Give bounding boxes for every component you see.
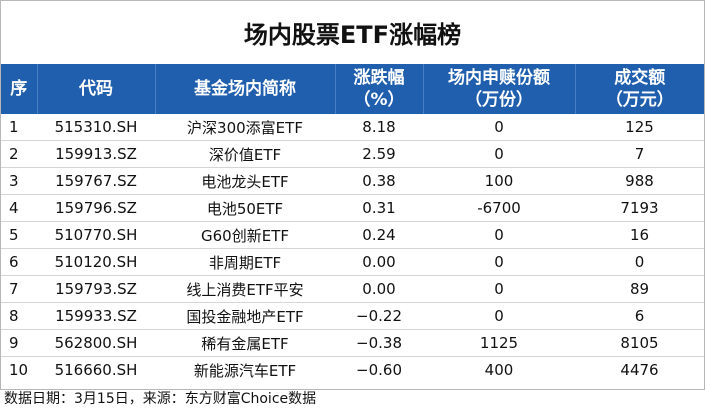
cell-amount: 988: [575, 167, 704, 195]
cell-amount: 0: [575, 248, 704, 276]
cell-amount: 7: [575, 140, 704, 168]
cell-name: 非周期ETF: [155, 248, 335, 276]
table-row: 3 159767.SZ 电池龙头ETF 0.38 100 988: [1, 167, 704, 195]
cell-redeem: 0: [423, 140, 575, 168]
cell-name: 电池50ETF: [155, 194, 335, 222]
cell-name: 国投金融地产ETF: [155, 302, 335, 330]
cell-name: G60创新ETF: [155, 221, 335, 249]
cell-seq: 6: [1, 248, 37, 276]
header-seq: 序: [1, 64, 38, 114]
table-row: 4 159796.SZ 电池50ETF 0.31 -6700 7193: [1, 194, 704, 222]
table-row: 1 515310.SH 沪深300添富ETF 8.18 0 125: [1, 114, 704, 141]
cell-change: −0.60: [356, 361, 402, 379]
footer-source: 数据日期：3月15日，来源：东方财富Choice数据: [4, 391, 317, 407]
table-row: 5 510770.SH G60创新ETF 0.24 0 16: [1, 221, 704, 249]
header-code: 代码: [37, 64, 156, 114]
cell-seq: 4: [1, 194, 37, 222]
cell-redeem: 100: [423, 167, 575, 195]
cell-code: 159796.SZ: [37, 194, 155, 222]
table-row: 6 510120.SH 非周期ETF 0.00 0 0: [1, 248, 704, 276]
table-row: 9 562800.SH 稀有金属ETF −0.38 1125 8105: [1, 329, 704, 357]
table-header-row: 序 代码 基金场内简称 涨跌幅 （%） 场内申赎份额 （万份） 成交额 （万元）: [1, 64, 704, 114]
cell-code: 159793.SZ: [37, 275, 155, 303]
table-row: 10 516660.SH 新能源汽车ETF −0.60 400 4476: [1, 357, 704, 384]
cell-redeem: 0: [423, 221, 575, 249]
table-row: 2 159913.SZ 深价值ETF 2.59 0 7: [1, 140, 704, 168]
cell-change: 2.59: [335, 140, 423, 168]
cell-redeem: 0: [423, 114, 575, 141]
cell-amount: 4476: [620, 361, 659, 379]
header-name: 基金场内简称: [155, 64, 336, 114]
cell-change: 0.00: [335, 248, 423, 276]
cell-change: 0.00: [335, 275, 423, 303]
cell-name: 电池龙头ETF: [155, 167, 335, 195]
cell-seq: 8: [1, 302, 37, 330]
cell-change: 8.18: [335, 114, 423, 141]
cell-amount: 6: [575, 302, 704, 330]
cell-redeem: 1125: [423, 329, 575, 357]
cell-seq: 3: [1, 167, 37, 195]
header-amount: 成交额 （万元）: [575, 64, 704, 114]
cell-change: 0.31: [335, 194, 423, 222]
cell-seq: 5: [1, 221, 37, 249]
cell-code: 510120.SH: [37, 248, 155, 276]
cell-redeem: 400: [484, 361, 514, 379]
cell-amount: 89: [575, 275, 704, 303]
cell-code: 515310.SH: [37, 114, 155, 141]
cell-seq: 2: [1, 140, 37, 168]
page-title: 场内股票ETF涨幅榜: [243, 20, 462, 49]
cell-change: −0.38: [335, 329, 423, 357]
cell-change: −0.22: [335, 302, 423, 330]
cell-seq: 10: [9, 361, 29, 379]
cell-code: 516660.SH: [54, 361, 138, 379]
table-row: 8 159933.SZ 国投金融地产ETF −0.22 0 6: [1, 302, 704, 330]
cell-seq: 1: [1, 114, 37, 141]
cell-redeem: 0: [423, 275, 575, 303]
cell-name: 新能源汽车ETF: [193, 361, 297, 380]
cell-code: 159913.SZ: [37, 140, 155, 168]
cell-amount: 125: [575, 114, 704, 141]
cell-amount: 7193: [575, 194, 704, 222]
cell-change: 0.24: [335, 221, 423, 249]
cell-redeem: 0: [423, 248, 575, 276]
header-change: 涨跌幅 （%）: [335, 64, 424, 114]
cell-code: 159767.SZ: [37, 167, 155, 195]
cell-seq: 9: [1, 329, 37, 357]
cell-amount: 16: [575, 221, 704, 249]
cell-change: 0.38: [335, 167, 423, 195]
cell-redeem: -6700: [423, 194, 575, 222]
cell-redeem: 0: [423, 302, 575, 330]
cell-amount: 8105: [575, 329, 704, 357]
cell-name: 稀有金属ETF: [155, 329, 335, 357]
table-row: 7 159793.SZ 线上消费ETF平安 0.00 0 89: [1, 275, 704, 303]
cell-code: 510770.SH: [37, 221, 155, 249]
header-redeem: 场内申赎份额 （万份）: [423, 64, 576, 114]
cell-code: 562800.SH: [37, 329, 155, 357]
cell-code: 159933.SZ: [37, 302, 155, 330]
cell-seq: 7: [1, 275, 37, 303]
cell-name: 深价值ETF: [155, 140, 335, 168]
cell-name: 沪深300添富ETF: [155, 114, 335, 141]
cell-name: 线上消费ETF平安: [155, 275, 335, 303]
